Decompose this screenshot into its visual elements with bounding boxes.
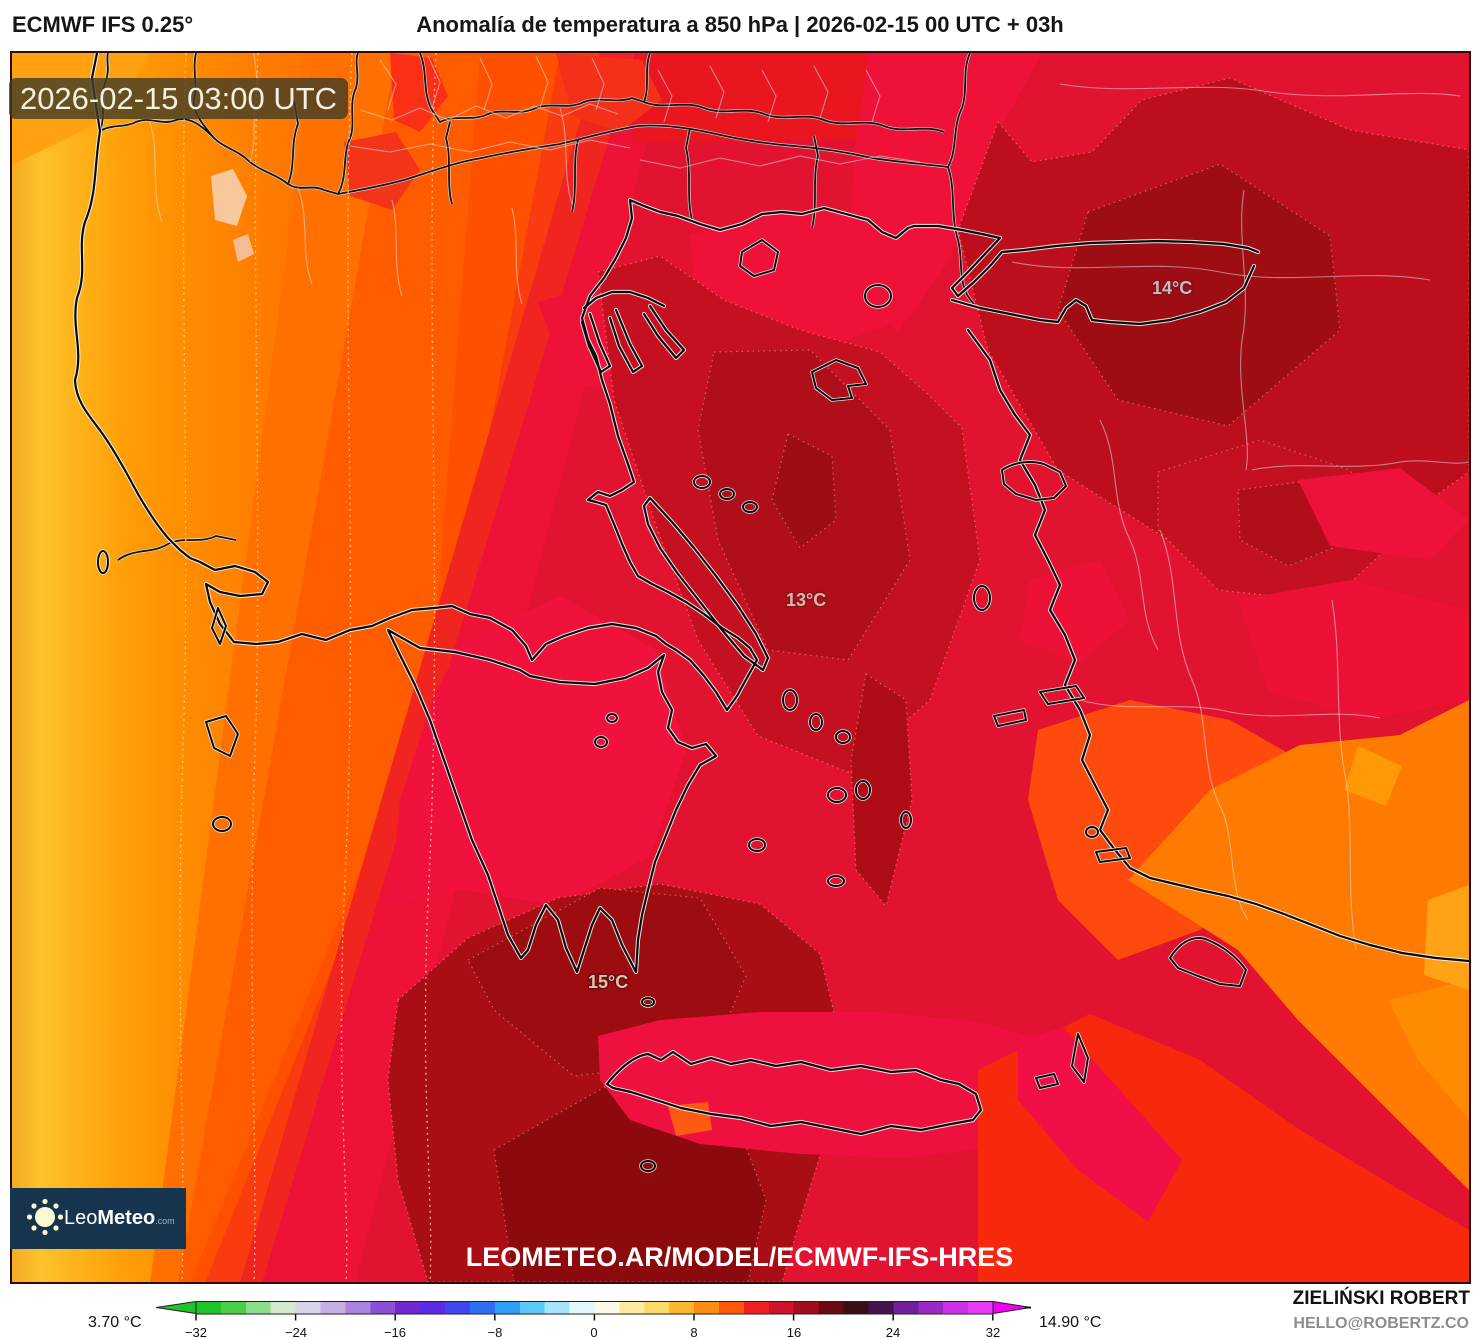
svg-text:13°C: 13°C [786,590,826,610]
svg-text:14°C: 14°C [1152,278,1192,298]
svg-text:LeoMeteo.com: LeoMeteo.com [64,1207,175,1229]
svg-text:15°C: 15°C [588,972,628,992]
